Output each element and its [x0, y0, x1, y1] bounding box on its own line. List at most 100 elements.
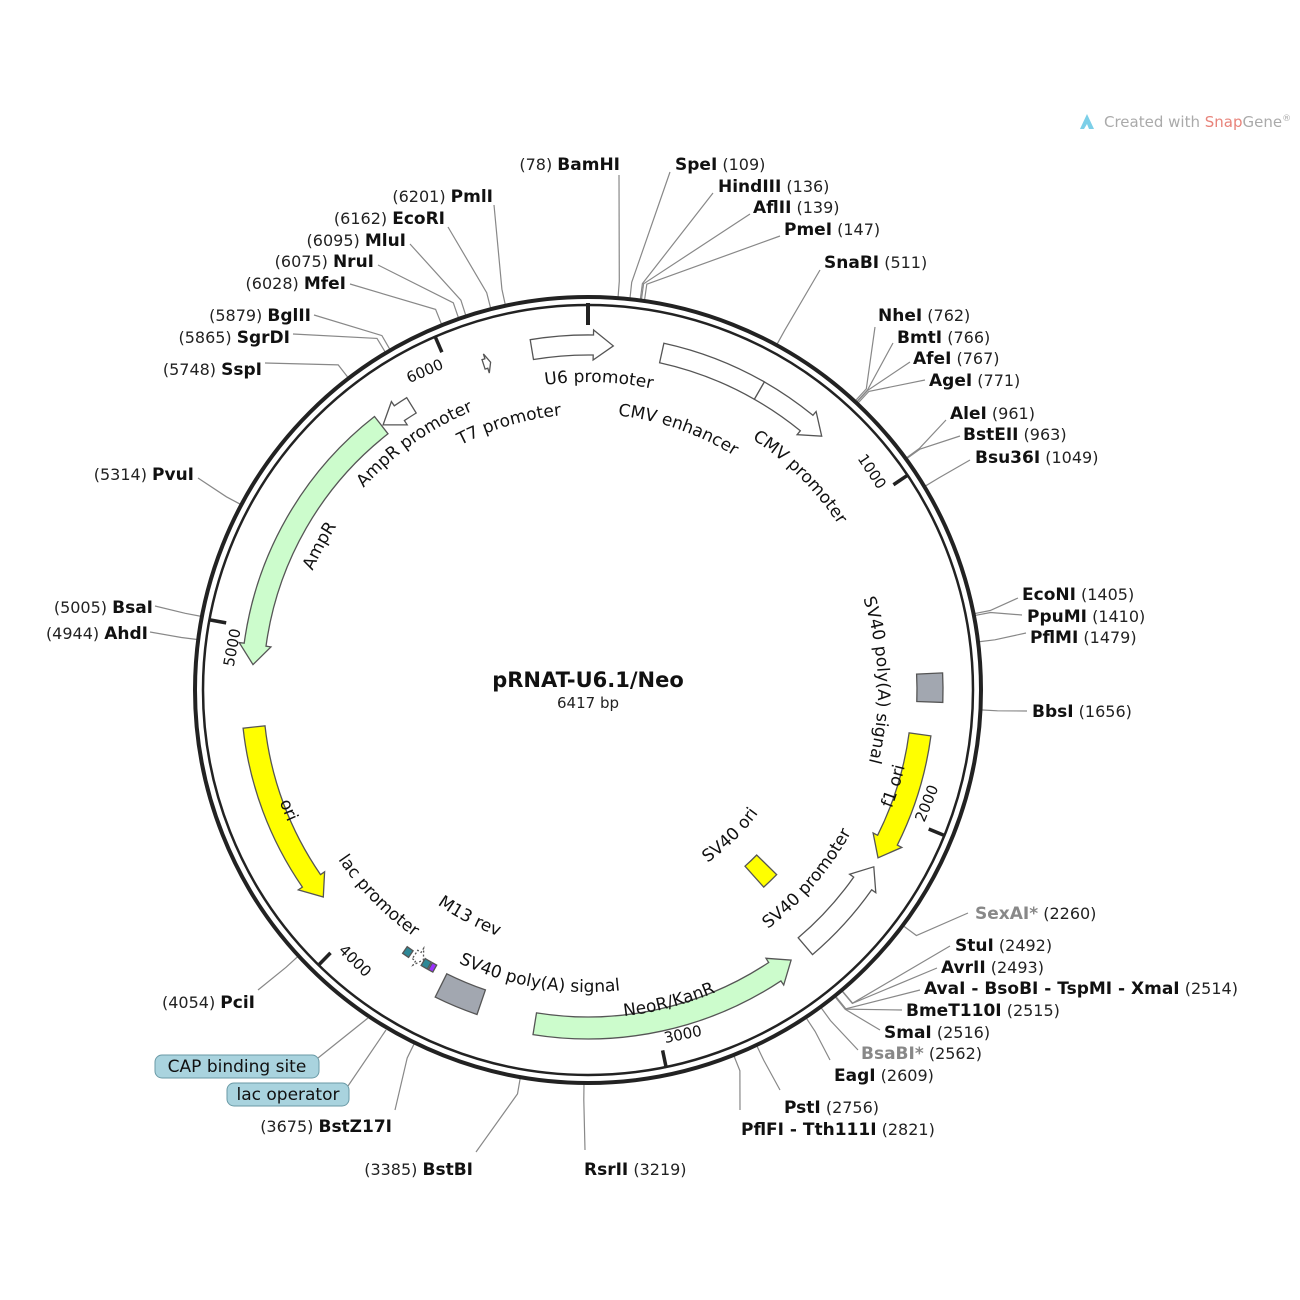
site-name: StuI: [955, 936, 994, 956]
site-bmet110i[interactable]: BmeT110I (2515): [906, 1001, 1060, 1021]
feature-sv40-ori[interactable]: [744, 854, 778, 889]
feature-cap-binding-site[interactable]: [401, 945, 415, 959]
site-alei[interactable]: AleI (961): [950, 404, 1035, 424]
callout-lac-operator[interactable]: lac operator: [226, 1082, 350, 1107]
site-bsu36i[interactable]: Bsu36I (1049): [975, 448, 1098, 468]
feature-ampr-promoter[interactable]: [382, 396, 418, 426]
site-label: (78) BamHI: [519, 155, 620, 175]
site-pflmi[interactable]: PflMI (1479): [1030, 628, 1137, 648]
site-bbsi[interactable]: BbsI (1656): [1032, 702, 1132, 722]
feature-ori[interactable]: [242, 725, 326, 898]
site-nhei[interactable]: NheI (762): [878, 306, 970, 326]
site-bstz17i[interactable]: (3675) BstZ17I: [260, 1117, 392, 1137]
site-leader-line: [905, 419, 947, 459]
site-ecori[interactable]: (6162) EcoRI: [334, 209, 445, 229]
site-label: SpeI (109): [675, 155, 765, 175]
site-position: (961): [987, 404, 1035, 423]
site-bglii[interactable]: (5879) BglII: [209, 306, 311, 326]
feature-cmv-enhancer[interactable]: [658, 342, 766, 401]
site-name: BamHI: [557, 155, 620, 175]
site-avrii[interactable]: AvrII (2493): [941, 958, 1044, 978]
site-position: (2514): [1180, 979, 1238, 998]
site-position: (2821): [877, 1120, 935, 1139]
site-rsrii[interactable]: RsrII (3219): [584, 1160, 687, 1180]
feature-t7-promoter[interactable]: [481, 353, 492, 374]
tick-mark: [892, 473, 910, 487]
site-aflii[interactable]: AflII (139): [753, 198, 840, 218]
site-position: (1405): [1076, 585, 1134, 604]
feature-label: CMV promoter: [749, 426, 851, 527]
site-hindiii[interactable]: HindIII (136): [718, 177, 829, 197]
feature-cmv-promoter[interactable]: [753, 381, 823, 437]
site-avai-bsobi-tspmi-xmai[interactable]: AvaI - BsoBI - TspMI - XmaI (2514): [924, 979, 1238, 999]
site-bstbi[interactable]: (3385) BstBI: [364, 1160, 473, 1180]
site-afei[interactable]: AfeI (767): [913, 349, 1000, 369]
feature-sv40-poly-a-signal[interactable]: [915, 672, 944, 704]
feature-label: M13 rev: [434, 892, 503, 941]
site-ppumi[interactable]: PpuMI (1410): [1027, 607, 1145, 627]
site-leader-line: [840, 967, 938, 1005]
site-sspi[interactable]: (5748) SspI: [163, 360, 262, 380]
site-agei[interactable]: AgeI (771): [929, 371, 1020, 391]
site-pflfi-tth111i[interactable]: PflFI - Tth111I (2821): [741, 1120, 935, 1140]
site-psti[interactable]: PstI (2756): [784, 1098, 879, 1118]
feature-label-text: U6 promoter: [543, 367, 655, 394]
site-econi[interactable]: EcoNI (1405): [1022, 585, 1134, 605]
site-pmei[interactable]: PmeI (147): [784, 220, 880, 240]
site-position: (78): [519, 155, 557, 174]
site-bsabi[interactable]: BsaBI* (2562): [861, 1044, 982, 1064]
site-sexai[interactable]: SexAI* (2260): [975, 904, 1096, 924]
feature-m13-rev[interactable]: [427, 961, 438, 973]
feature-sv40-poly-a-signal[interactable]: [434, 972, 487, 1016]
site-name: NheI: [878, 306, 922, 326]
site-nrui[interactable]: (6075) NruI: [275, 252, 374, 272]
feature-label-text: M13 rev: [434, 892, 503, 941]
site-label: AflII (139): [753, 198, 840, 218]
feature-neor-kanr[interactable]: [532, 957, 792, 1040]
site-name: AgeI: [929, 371, 972, 391]
site-pvui[interactable]: (5314) PvuI: [94, 465, 194, 485]
site-pmli[interactable]: (6201) PmlI: [392, 187, 493, 207]
site-sgrdi[interactable]: (5865) SgrDI: [178, 328, 290, 348]
tick-label: 6000: [404, 355, 446, 387]
site-leader-line: [775, 269, 821, 346]
site-label: SmaI (2516): [884, 1023, 990, 1043]
site-bsteii[interactable]: BstEII (963): [963, 425, 1067, 445]
site-bamhi[interactable]: (78) BamHI: [519, 155, 620, 175]
feature-u6-promoter[interactable]: [529, 328, 615, 362]
site-ahdi[interactable]: (4944) AhdI: [46, 624, 148, 644]
site-label: AgeI (771): [929, 371, 1020, 391]
callout-cap-binding-site[interactable]: CAP binding site: [154, 1054, 320, 1079]
site-position: (109): [717, 155, 765, 174]
site-leader-line: [257, 955, 300, 991]
site-mlui[interactable]: (6095) MluI: [307, 231, 406, 251]
feature-sv40-promoter[interactable]: [797, 865, 877, 956]
site-spei[interactable]: SpeI (109): [675, 155, 765, 175]
site-label: BstEII (963): [963, 425, 1067, 445]
backbone-ring: [193, 295, 983, 1085]
site-label: (3675) BstZ17I: [260, 1117, 392, 1137]
site-stui[interactable]: StuI (2492): [955, 936, 1052, 956]
site-name: PmeI: [784, 220, 832, 240]
site-bmti[interactable]: BmtI (766): [897, 328, 990, 348]
site-eagi[interactable]: EagI (2609): [834, 1066, 934, 1086]
site-snabi[interactable]: SnaBI (511): [824, 253, 927, 273]
tick-mark: [433, 335, 444, 353]
feature-label: CMV enhancer: [617, 401, 741, 460]
feature-lac-operator[interactable]: [420, 957, 433, 970]
site-mfei[interactable]: (6028) MfeI: [246, 274, 346, 294]
site-name: AleI: [950, 404, 987, 424]
site-smai[interactable]: SmaI (2516): [884, 1023, 990, 1043]
site-leader-line: [902, 912, 969, 937]
feature-lac-promoter[interactable]: [411, 945, 425, 967]
site-position: (762): [922, 306, 970, 325]
site-bsai[interactable]: (5005) BsaI: [54, 598, 153, 618]
site-leader-line: [149, 631, 199, 641]
plasmid-name: pRNAT-U6.1/Neo: [492, 668, 684, 692]
site-name: AfeI: [913, 349, 951, 369]
feature-ampr[interactable]: [237, 415, 389, 666]
site-label: SnaBI (511): [824, 253, 927, 273]
feature-f1-ori[interactable]: [872, 732, 932, 859]
site-pcii[interactable]: (4054) PciI: [162, 993, 255, 1013]
site-leader-line: [349, 283, 443, 326]
